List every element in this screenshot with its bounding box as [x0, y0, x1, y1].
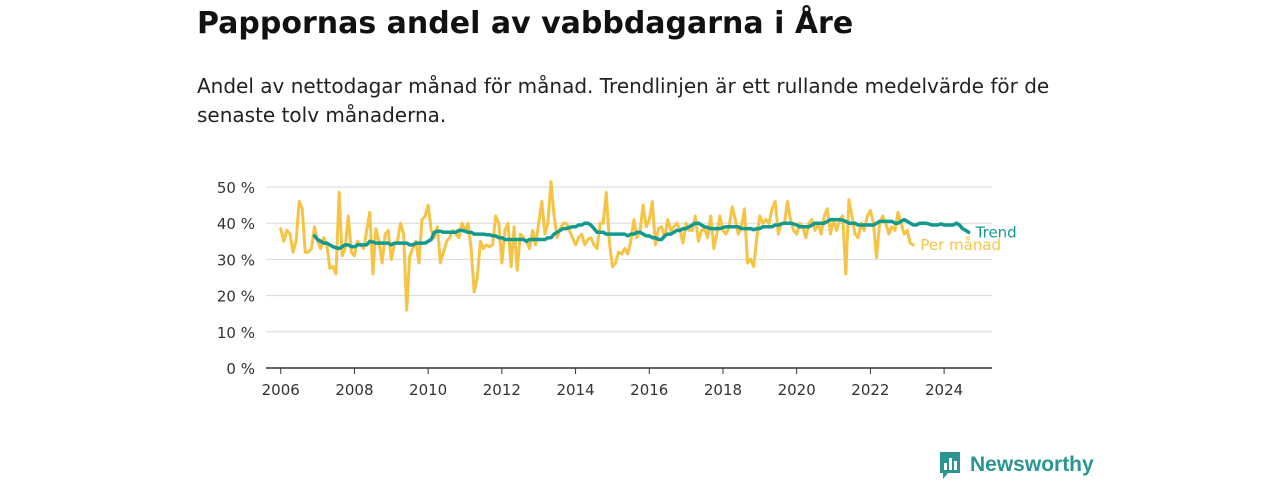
y-tick-label: 0 %: [226, 360, 255, 378]
x-tick-label: 2018: [704, 381, 742, 399]
x-tick-label: 2022: [851, 381, 889, 399]
x-tick-label: 2020: [778, 381, 816, 399]
x-tick-label: 2024: [925, 381, 963, 399]
newsworthy-logo: Newsworthy: [938, 450, 1094, 480]
y-axis-tick-labels: 0 % 10 % 20 % 30 % 40 % 50 %: [217, 179, 255, 378]
y-tick-label: 20 %: [217, 288, 255, 306]
x-tick-label: 2014: [556, 381, 594, 399]
brand-name: Newsworthy: [970, 453, 1094, 476]
series-label-per-manad: Per månad: [920, 236, 1001, 254]
y-tick-label: 30 %: [217, 251, 255, 269]
gridlines: [266, 186, 992, 333]
x-tick-label: 2008: [335, 381, 373, 399]
chart-title: Pappornas andel av vabbdagarna i Åre: [197, 6, 854, 41]
y-tick-label: 10 %: [217, 324, 255, 342]
bar-chart-speech-bubble-icon: [940, 452, 960, 479]
y-tick-label: 40 %: [217, 215, 255, 233]
x-tick-label: 2012: [483, 381, 521, 399]
x-tick-label: 2016: [630, 381, 668, 399]
series-label-trend: Trend: [975, 223, 1017, 241]
x-tick-label: 2010: [409, 381, 447, 399]
series-lines: [279, 180, 971, 312]
series-line-trend: [312, 217, 971, 251]
y-tick-label: 50 %: [217, 179, 255, 197]
series-line-per-manad: [279, 180, 915, 312]
x-tick-label: 2006: [262, 381, 300, 399]
chart-subtitle: Andel av nettodagar månad för månad. Tre…: [197, 74, 1050, 127]
x-axis-tick-labels: 2006 2008 2010 2012 2014 2016 2018 2020 2022 2024: [262, 368, 963, 399]
